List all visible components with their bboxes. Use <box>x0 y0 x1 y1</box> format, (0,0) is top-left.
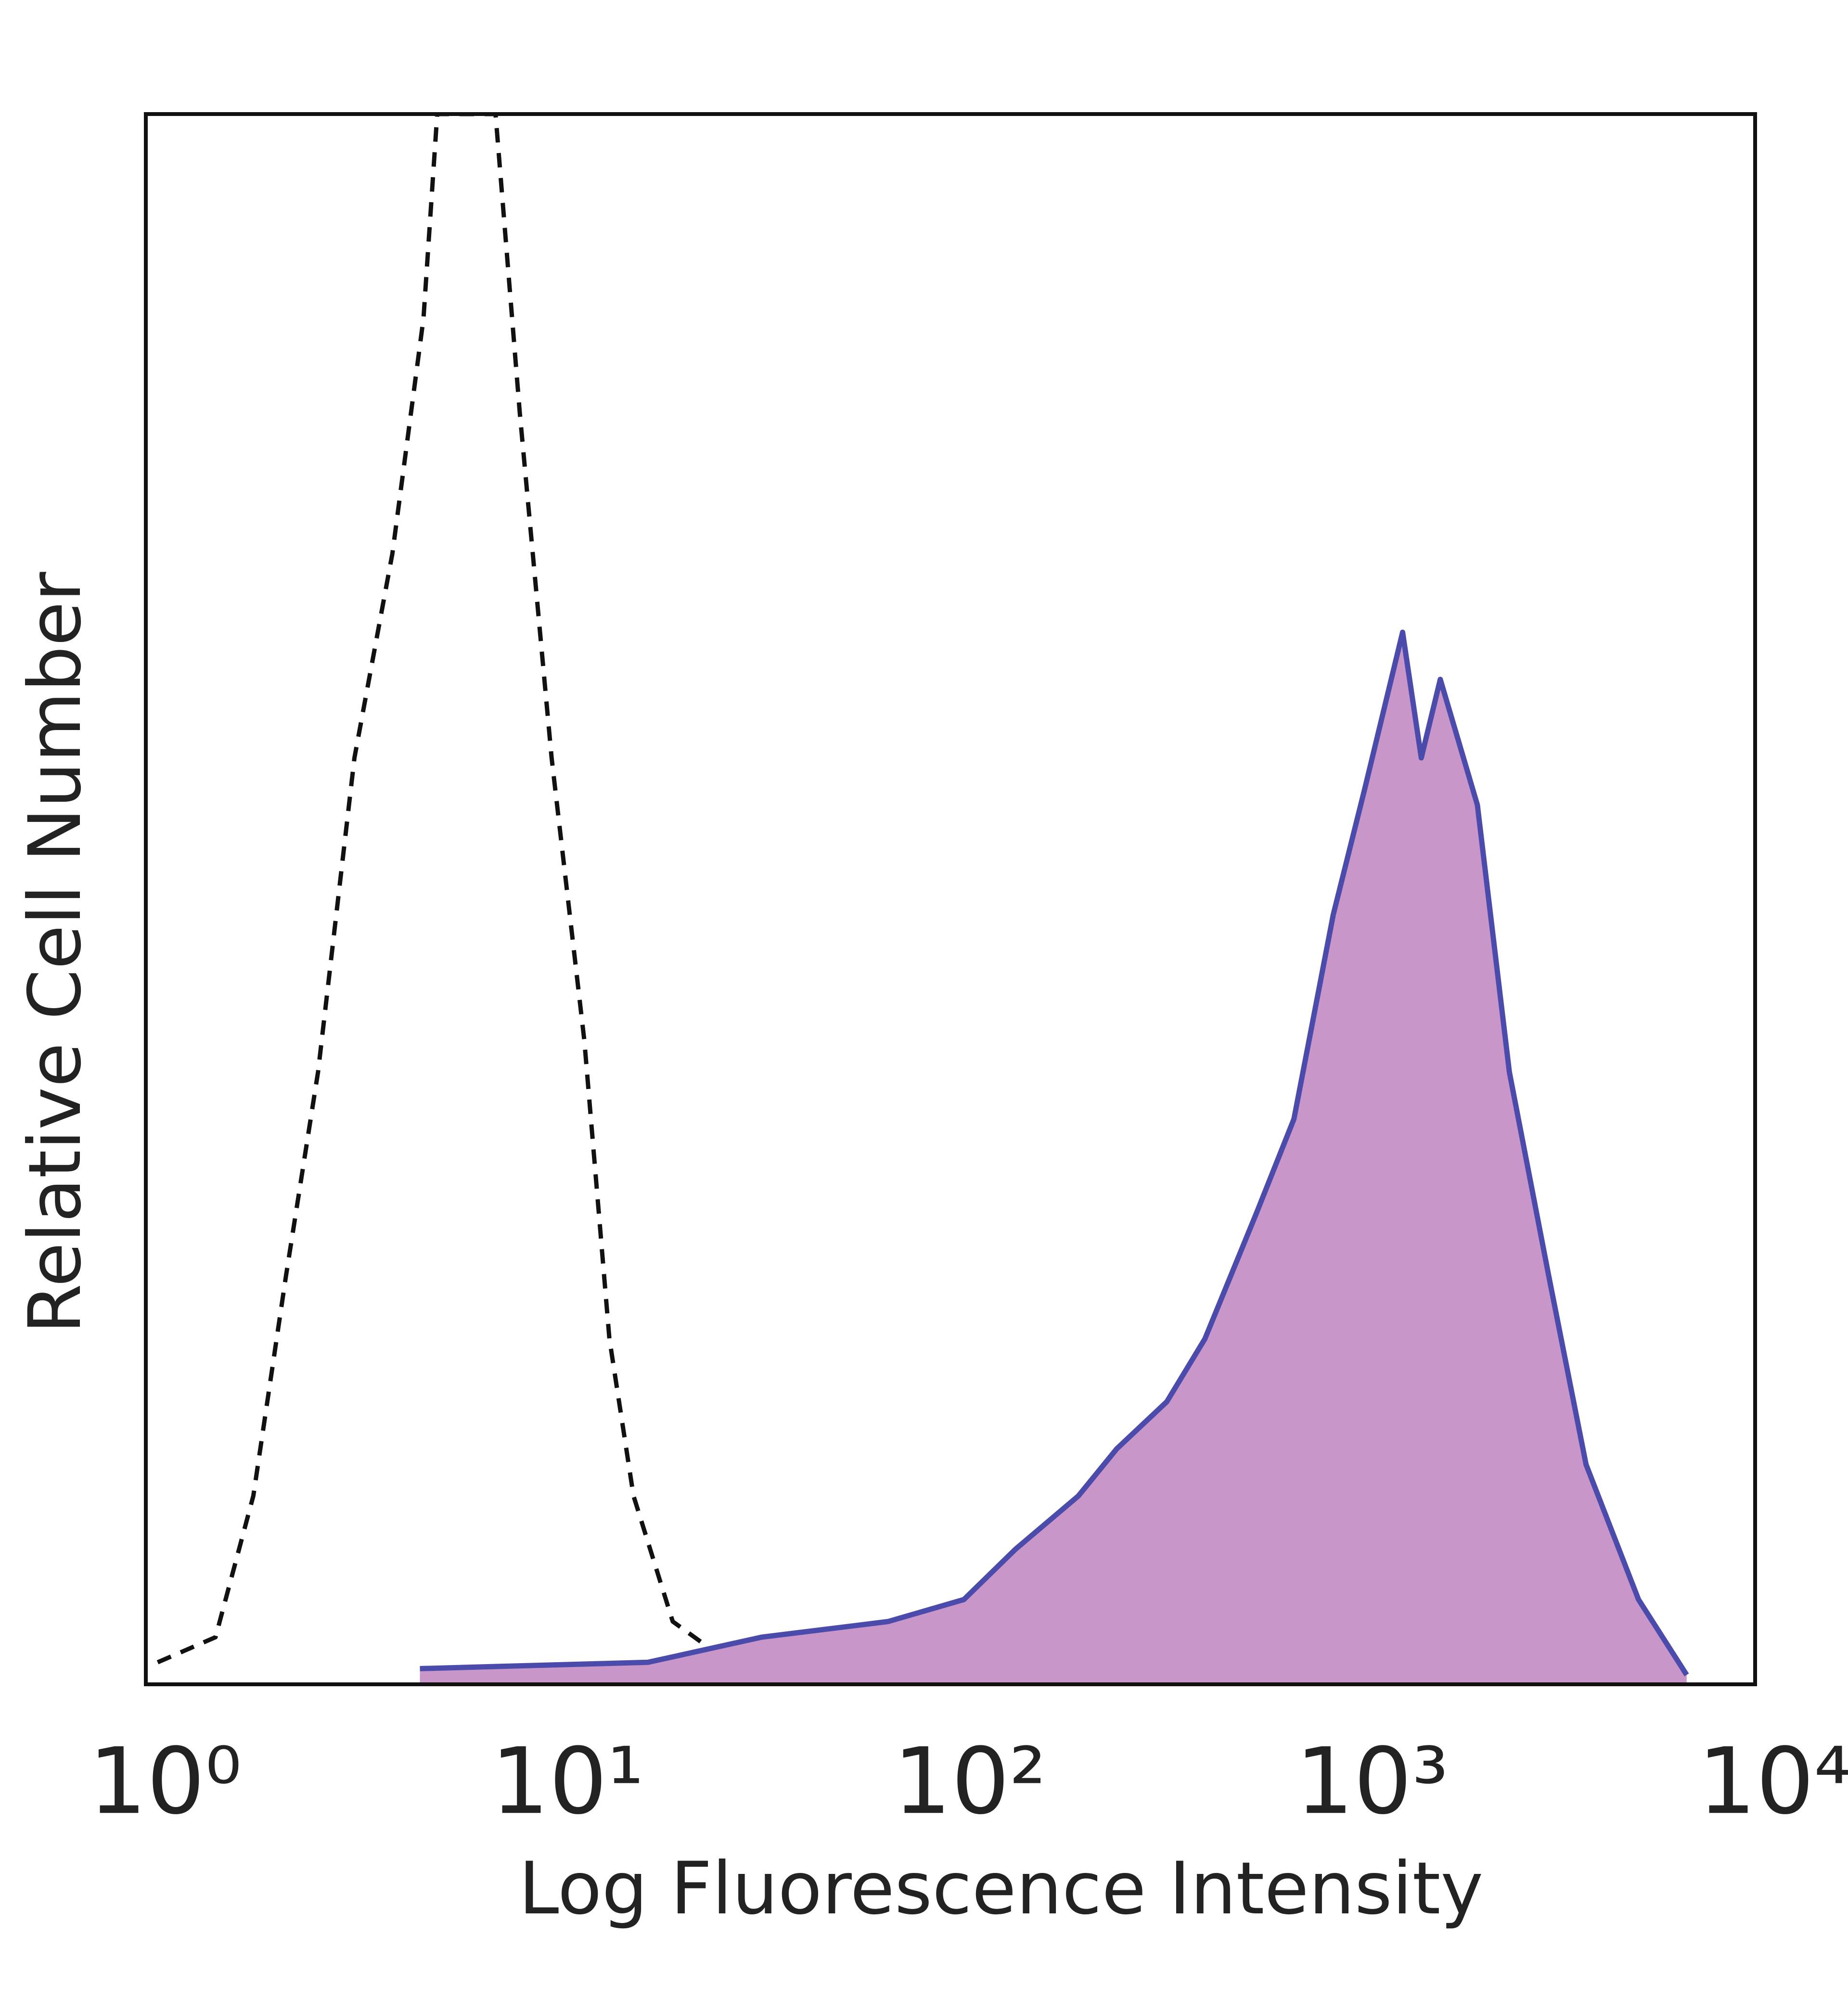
plot-area <box>156 114 1689 1684</box>
x-tick-label: 10¹ <box>491 1728 644 1834</box>
x-tick-label: 10⁴ <box>1698 1728 1848 1834</box>
plot-frame <box>144 112 1757 1686</box>
x-tick-label: 10⁰ <box>89 1728 242 1834</box>
x-axis-title: Log Fluorescence Intensity <box>519 1847 1483 1931</box>
x-tick-label: 10² <box>893 1728 1046 1834</box>
isotype-line <box>156 114 731 1665</box>
y-axis-title: Relative Cell Number <box>13 572 97 1334</box>
histogram-area <box>420 632 1687 1684</box>
x-tick-label: 10³ <box>1296 1728 1449 1834</box>
histogram-line <box>420 629 1689 1677</box>
